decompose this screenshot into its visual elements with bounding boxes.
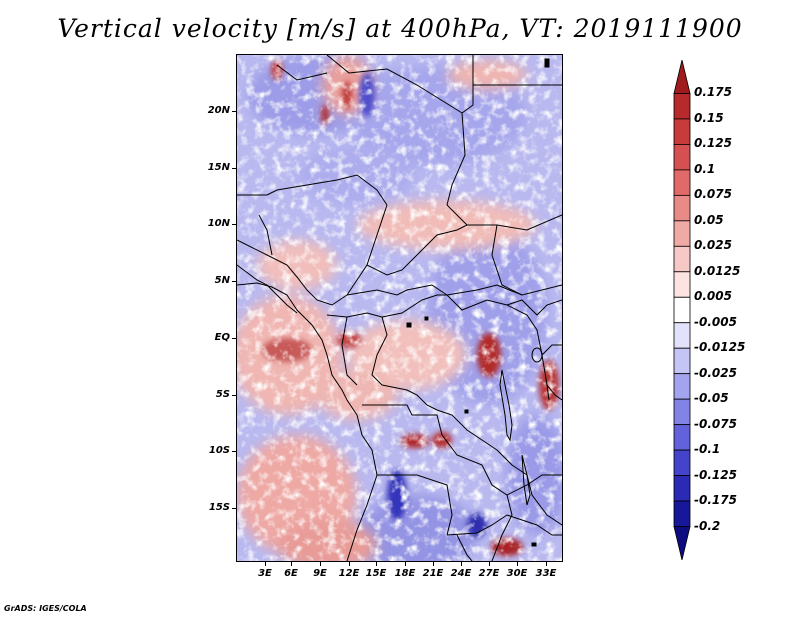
lat-label-15s: 15S (208, 502, 230, 513)
lat-label-10n: 10N (207, 218, 230, 229)
lat-label-20n: 20N (207, 105, 230, 116)
colorbar-segment (673, 118, 691, 145)
colorbar-segment (673, 194, 691, 222)
lon-tick (349, 562, 350, 566)
lon-label-30e: 30E (506, 568, 528, 579)
colorbar-label: 0.025 (694, 238, 732, 253)
lon-label-33e: 33E (535, 568, 557, 579)
lon-tick (320, 562, 321, 566)
colorbar-segment (673, 271, 691, 298)
lat-tick (232, 338, 236, 339)
lon-label-24e: 24E (450, 568, 472, 579)
vertical-velocity-map (236, 54, 563, 562)
lon-label-12e: 12E (338, 568, 360, 579)
colorbar-segment (673, 347, 691, 375)
lat-tick (232, 224, 236, 225)
colorbar-segment (673, 424, 691, 451)
colorbar-segment (673, 296, 691, 324)
colorbar-segment (673, 373, 691, 400)
lat-label-15n: 15N (207, 162, 230, 173)
colorbar-segment (673, 475, 691, 502)
colorbar-label: -0.075 (694, 416, 737, 431)
lon-tick (517, 562, 518, 566)
lon-tick (433, 562, 434, 566)
lon-label-27e: 27E (478, 568, 500, 579)
lat-tick (232, 168, 236, 169)
colorbar-label: 0.05 (694, 212, 724, 227)
colorbar-segment (673, 169, 691, 196)
colorbar-segment (673, 526, 691, 560)
lon-tick (291, 562, 292, 566)
colorbar-segment (673, 500, 691, 527)
colorbar-segment (673, 245, 691, 273)
lon-tick (489, 562, 490, 566)
lon-tick (405, 562, 406, 566)
lon-label-21e: 21E (422, 568, 444, 579)
lon-tick (546, 562, 547, 566)
colorbar-segment (673, 398, 691, 426)
colorbar-segment (673, 220, 691, 247)
colorbar-segment (673, 93, 691, 120)
grads-credit: GrADS: IGES/COLA (4, 604, 87, 613)
colorbar-label: 0.15 (694, 110, 724, 125)
lat-tick (232, 111, 236, 112)
lon-tick (461, 562, 462, 566)
lat-tick (232, 395, 236, 396)
lat-label-5n: 5N (214, 275, 230, 286)
colorbar-label: 0.175 (694, 85, 732, 100)
colorbar-segment (673, 144, 691, 171)
colorbar-label: -0.125 (694, 467, 737, 482)
lat-label-5s: 5S (215, 389, 230, 400)
map-title: Vertical velocity [m/s] at 400hPa, VT: 2… (57, 14, 743, 43)
lon-label-9e: 9E (313, 568, 327, 579)
colorbar-label: -0.1 (694, 442, 721, 457)
lon-tick (376, 562, 377, 566)
lat-tick (232, 451, 236, 452)
lat-label-eq: EQ (214, 332, 230, 343)
colorbar-label: -0.175 (694, 493, 737, 508)
colorbar-label: 0.0125 (694, 263, 741, 278)
colorbar-label: 0.005 (694, 289, 732, 304)
lon-label-6e: 6E (284, 568, 298, 579)
country-borders (237, 55, 562, 561)
lakes (406, 58, 550, 547)
lon-label-3e: 3E (258, 568, 272, 579)
colorbar-label: 0.075 (694, 187, 732, 202)
colorbar-label: -0.0125 (694, 340, 746, 355)
colorbar (673, 60, 691, 560)
lat-tick (232, 281, 236, 282)
colorbar-label: 0.1 (694, 161, 716, 176)
lon-label-15e: 15E (365, 568, 387, 579)
colorbar-label: -0.005 (694, 314, 737, 329)
colorbar-label: -0.05 (694, 391, 729, 406)
lat-label-10s: 10S (208, 445, 230, 456)
colorbar-segment (673, 60, 691, 94)
colorbar-segment (673, 322, 691, 349)
lat-tick (232, 508, 236, 509)
lon-tick (265, 562, 266, 566)
colorbar-label: -0.2 (694, 518, 721, 533)
colorbar-segment (673, 449, 691, 476)
colorbar-label: -0.025 (694, 365, 737, 380)
colorbar-label: 0.125 (694, 136, 732, 151)
lon-label-18e: 18E (394, 568, 416, 579)
